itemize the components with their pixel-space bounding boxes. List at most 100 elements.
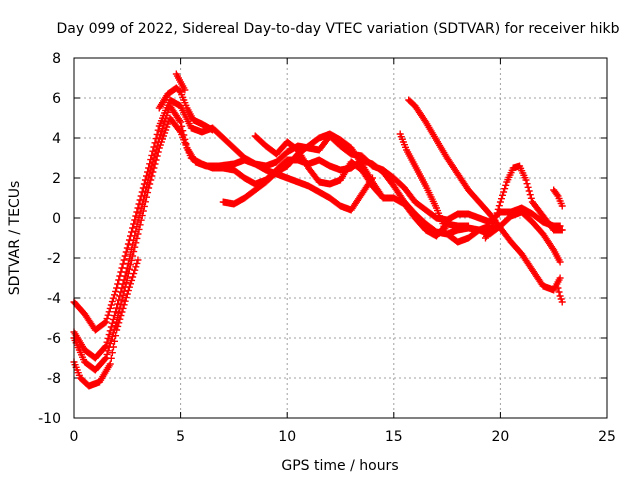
data-point [526, 191, 534, 199]
data-series-track-1 [70, 96, 376, 334]
data-point [122, 294, 130, 302]
data-point [558, 298, 566, 306]
data-point [499, 191, 507, 199]
data-point [176, 127, 184, 135]
data-point [147, 176, 155, 184]
data-point [129, 273, 137, 281]
data-series-track-13 [554, 284, 566, 306]
data-point [120, 301, 128, 309]
data-point [104, 347, 112, 355]
data-point [101, 319, 109, 327]
data-point [121, 252, 129, 260]
data-point [104, 311, 112, 319]
data-point [132, 263, 140, 271]
chart-title: Day 099 of 2022, Sidereal Day-to-day VTE… [57, 21, 620, 37]
data-point [109, 343, 117, 351]
data-point [157, 128, 165, 136]
data-point [126, 261, 134, 269]
data-point [120, 256, 128, 264]
data-point [176, 87, 184, 95]
data-point [125, 265, 133, 273]
data-point [131, 266, 139, 274]
data-point [107, 354, 115, 362]
data-point [108, 298, 116, 306]
data-point [101, 355, 109, 363]
data-point [103, 315, 111, 323]
grid-lines [74, 58, 607, 418]
data-point [104, 334, 112, 342]
data-point [113, 326, 121, 334]
x-tick-label: 0 [70, 429, 79, 445]
data-point [138, 212, 146, 220]
data-point [141, 198, 149, 206]
data-point [106, 360, 114, 368]
data-point [154, 126, 162, 134]
data-point [558, 202, 566, 210]
data-point [500, 188, 508, 196]
data-point [176, 116, 184, 124]
data-point [142, 193, 150, 201]
data-point [556, 258, 564, 266]
y-tick-label: -8 [47, 371, 61, 387]
data-point [497, 195, 505, 203]
data-point [102, 318, 110, 326]
data-point [130, 270, 138, 278]
data-point [464, 222, 472, 230]
data-point [115, 319, 123, 327]
data-point [103, 338, 111, 346]
data-point [492, 213, 500, 221]
data-point [128, 256, 136, 264]
y-tick-label: 2 [52, 171, 61, 187]
data-point [124, 287, 132, 295]
data-point [118, 308, 126, 316]
data-point [106, 340, 114, 348]
data-point [134, 256, 142, 264]
data-point [549, 244, 557, 252]
data-point [553, 191, 561, 198]
data-point [123, 274, 131, 282]
data-point [130, 248, 138, 256]
data-point [122, 278, 130, 286]
data-point [103, 350, 111, 358]
data-markers [70, 70, 566, 390]
data-point [501, 185, 509, 193]
data-point [158, 124, 166, 132]
x-tick-label: 25 [598, 429, 616, 445]
data-series-track-8 [251, 132, 472, 240]
x-tick-label: 10 [278, 429, 296, 445]
data-point [131, 243, 139, 251]
data-point [117, 288, 125, 296]
data-point [177, 118, 185, 126]
data-point [107, 336, 115, 344]
data-point [128, 276, 136, 284]
data-point [123, 290, 131, 298]
data-point [125, 283, 133, 291]
data-point [156, 131, 164, 139]
data-point [116, 315, 124, 323]
data-point [502, 181, 510, 189]
data-point [151, 160, 159, 168]
x-tick-label: 5 [176, 429, 185, 445]
data-point [113, 304, 121, 312]
data-point [494, 205, 502, 213]
data-series-track-4 [70, 256, 142, 390]
y-tick-label: 0 [52, 211, 61, 227]
data-point [109, 294, 117, 302]
x-tick-label: 20 [491, 429, 509, 445]
data-point [145, 184, 153, 192]
data-point [164, 108, 172, 116]
data-point [148, 172, 156, 180]
y-tick-label: -4 [47, 291, 61, 307]
data-point [132, 212, 140, 220]
data-point [495, 202, 503, 210]
data-point [126, 280, 134, 288]
data-series-track-6 [172, 70, 189, 94]
data-point [555, 288, 563, 296]
data-point [111, 291, 119, 299]
y-tick-label: -2 [47, 251, 61, 267]
data-point [490, 220, 498, 228]
data-point [136, 221, 144, 229]
data-point [146, 180, 154, 188]
data-point [558, 226, 566, 234]
data-point [144, 189, 152, 197]
